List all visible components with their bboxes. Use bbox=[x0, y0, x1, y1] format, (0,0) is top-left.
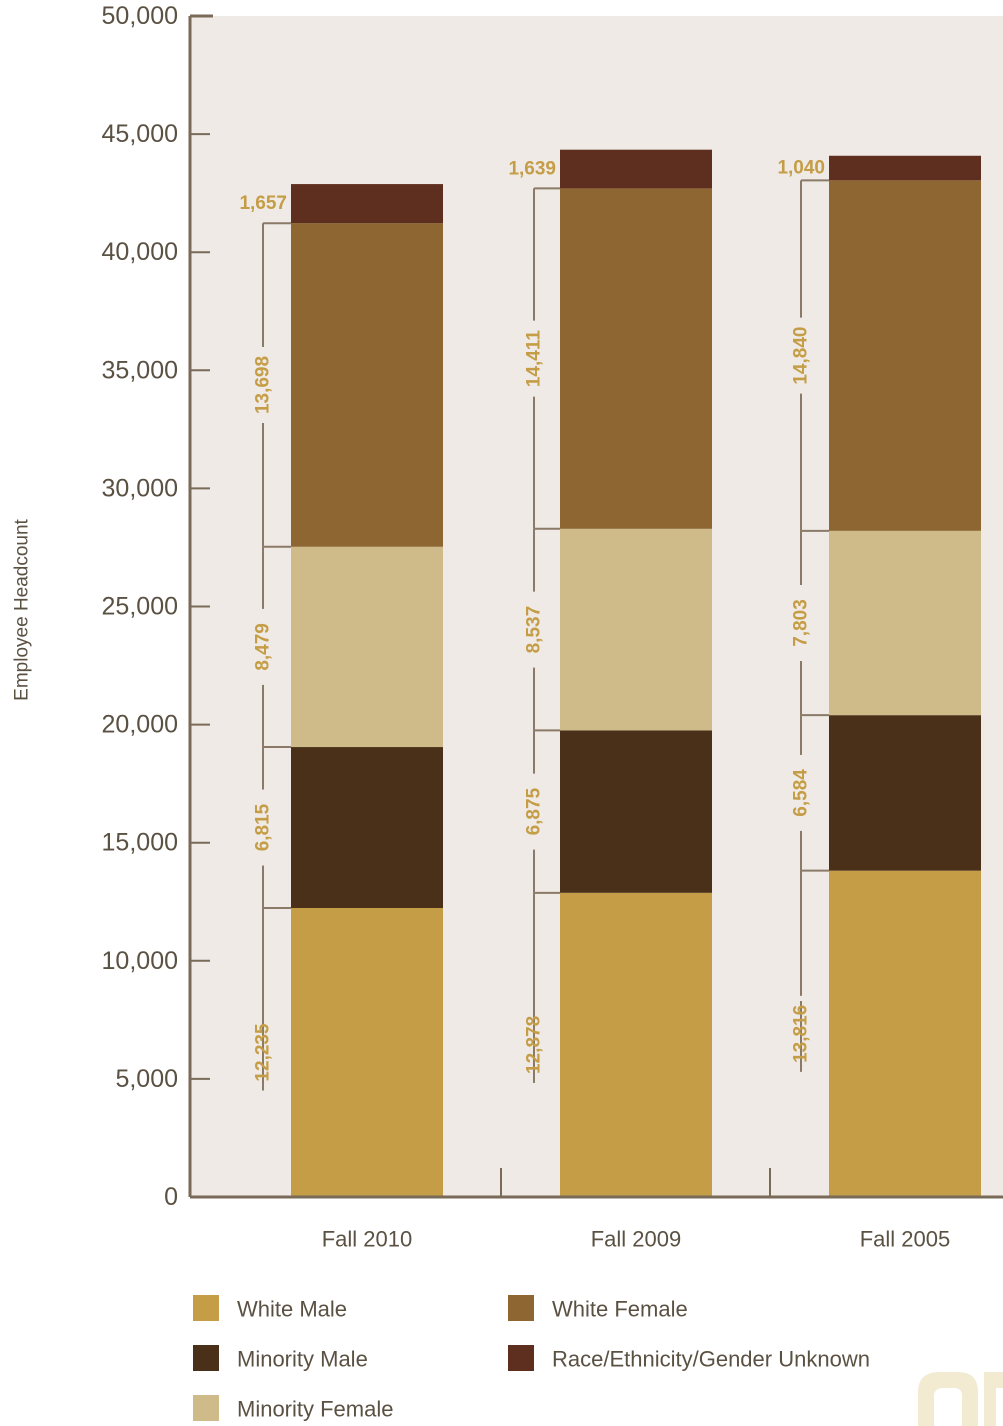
legend-swatch bbox=[193, 1295, 219, 1321]
legend-swatch bbox=[193, 1345, 219, 1371]
value-brackets-layer: 12,235 6,815 8,479 13,698 1,657 12,878 6,875 8,… bbox=[239, 158, 829, 1091]
y-tick-label: 15,000 bbox=[102, 829, 178, 857]
bars-layer bbox=[291, 149, 981, 1197]
legend-label: White Male bbox=[237, 1297, 347, 1322]
bar-segment bbox=[291, 546, 443, 748]
data-label: 7,803 bbox=[791, 599, 812, 647]
y-tick-label: 0 bbox=[164, 1183, 178, 1211]
y-axis-label: Employee Headcount bbox=[12, 518, 33, 700]
data-label: 13,816 bbox=[791, 1005, 812, 1063]
bar-segment bbox=[560, 188, 712, 529]
y-tick-label: 50,000 bbox=[102, 2, 178, 30]
y-tick-label: 30,000 bbox=[102, 474, 178, 502]
data-label: 6,875 bbox=[524, 787, 545, 835]
category-label: Fall 2010 bbox=[322, 1227, 413, 1252]
corner-digit-shape bbox=[984, 1372, 1003, 1426]
bar-segment bbox=[291, 908, 443, 1197]
bar-segment bbox=[291, 184, 443, 224]
bar-segment bbox=[829, 870, 981, 1197]
legend-label: Race/Ethnicity/Gender Unknown bbox=[552, 1347, 870, 1372]
bar-segment bbox=[560, 730, 712, 893]
corner-digit-shape bbox=[918, 1372, 978, 1426]
bar-segment bbox=[829, 155, 981, 181]
y-tick-label: 20,000 bbox=[102, 711, 178, 739]
legend-swatch bbox=[508, 1295, 534, 1321]
data-label: 1,040 bbox=[777, 158, 825, 179]
page-corner-mark bbox=[918, 1372, 1003, 1426]
category-labels-layer: Fall 2010 Fall 2009 Fall 2005 bbox=[322, 1227, 951, 1252]
y-tick-label: 5,000 bbox=[115, 1065, 178, 1093]
data-label: 13,698 bbox=[253, 356, 274, 414]
data-label: 12,878 bbox=[524, 1016, 545, 1074]
bar-segment bbox=[829, 715, 981, 871]
data-label: 8,537 bbox=[524, 606, 545, 654]
bar-segment bbox=[560, 149, 712, 189]
legend-label: Minority Female bbox=[237, 1397, 393, 1422]
category-label: Fall 2009 bbox=[591, 1227, 682, 1252]
bar-segment bbox=[829, 180, 981, 531]
data-label: 8,479 bbox=[253, 623, 274, 671]
legend-label: Minority Male bbox=[237, 1347, 368, 1372]
y-tick-labels-layer: 0 5,000 10,000 15,000 20,000 25,000 30,000 35,0… bbox=[102, 2, 210, 1211]
legend: White Male Minority Male Minority Female Wh… bbox=[193, 1295, 870, 1422]
bar-segment bbox=[829, 530, 981, 716]
data-label: 6,815 bbox=[253, 803, 274, 851]
data-label: 12,235 bbox=[253, 1023, 274, 1082]
data-label: 1,639 bbox=[508, 159, 556, 180]
data-label: 14,840 bbox=[791, 327, 812, 385]
bar-segment bbox=[560, 892, 712, 1197]
bar-segment bbox=[560, 528, 712, 731]
y-tick-label: 10,000 bbox=[102, 947, 178, 975]
legend-label: White Female bbox=[552, 1297, 688, 1322]
legend-swatch bbox=[508, 1345, 534, 1371]
y-tick-label: 40,000 bbox=[102, 238, 178, 266]
y-tick-label: 45,000 bbox=[102, 120, 178, 148]
y-tick-label: 25,000 bbox=[102, 593, 178, 621]
y-tick-label: 35,000 bbox=[102, 356, 178, 384]
data-label: 14,411 bbox=[524, 330, 545, 387]
data-label: 6,584 bbox=[791, 769, 812, 817]
data-label: 1,657 bbox=[239, 193, 287, 214]
legend-swatch bbox=[193, 1395, 219, 1421]
bar-segment bbox=[291, 747, 443, 909]
bar-segment bbox=[291, 223, 443, 547]
category-label: Fall 2005 bbox=[860, 1227, 951, 1252]
